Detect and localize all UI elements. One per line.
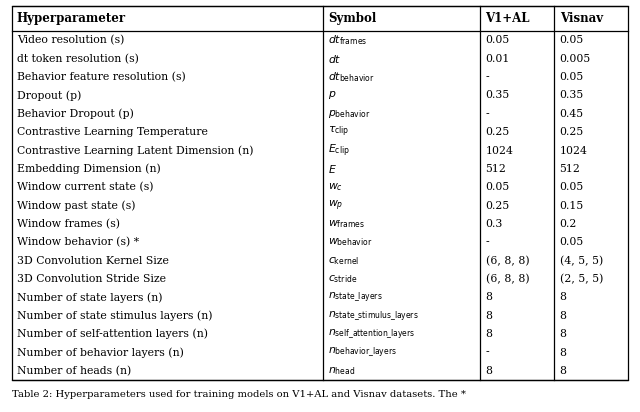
Text: 0.05: 0.05 bbox=[559, 35, 584, 45]
Text: $dt_{\mathrm{behavior}}$: $dt_{\mathrm{behavior}}$ bbox=[328, 70, 375, 84]
Text: 0.15: 0.15 bbox=[559, 201, 584, 211]
Text: $n_{\mathrm{self\_attention\_layers}}$: $n_{\mathrm{self\_attention\_layers}}$ bbox=[328, 328, 415, 341]
Text: 0.45: 0.45 bbox=[559, 109, 584, 119]
Text: 0.005: 0.005 bbox=[559, 54, 591, 64]
Text: Behavior feature resolution (s): Behavior feature resolution (s) bbox=[17, 72, 186, 82]
Text: 0.35: 0.35 bbox=[559, 91, 584, 101]
Text: 0.25: 0.25 bbox=[486, 127, 510, 137]
Text: Window frames (s): Window frames (s) bbox=[17, 219, 120, 229]
Text: Window behavior (s) *: Window behavior (s) * bbox=[17, 237, 139, 248]
Text: Contrastive Learning Temperature: Contrastive Learning Temperature bbox=[17, 127, 207, 137]
Text: 0.05: 0.05 bbox=[486, 182, 510, 192]
Text: 0.05: 0.05 bbox=[486, 35, 510, 45]
Text: Embedding Dimension (n): Embedding Dimension (n) bbox=[17, 164, 161, 174]
Text: Window past state (s): Window past state (s) bbox=[17, 200, 135, 211]
Text: 1024: 1024 bbox=[486, 145, 513, 156]
Text: $w_{\mathrm{behavior}}$: $w_{\mathrm{behavior}}$ bbox=[328, 236, 372, 248]
Text: Number of behavior layers (n): Number of behavior layers (n) bbox=[17, 347, 184, 358]
Text: 3D Convolution Stride Size: 3D Convolution Stride Size bbox=[17, 274, 166, 284]
Text: (2, 5, 5): (2, 5, 5) bbox=[559, 274, 603, 284]
Text: $w_{p}$: $w_{p}$ bbox=[328, 199, 344, 213]
Text: $E$: $E$ bbox=[328, 163, 337, 175]
Text: $p_{\mathrm{behavior}}$: $p_{\mathrm{behavior}}$ bbox=[328, 108, 371, 120]
Text: $n_{\mathrm{behavior\_layers}}$: $n_{\mathrm{behavior\_layers}}$ bbox=[328, 346, 397, 359]
Text: Number of self-attention layers (n): Number of self-attention layers (n) bbox=[17, 329, 207, 339]
Text: Video resolution (s): Video resolution (s) bbox=[17, 35, 124, 46]
Text: $c_{\mathrm{stride}}$: $c_{\mathrm{stride}}$ bbox=[328, 273, 358, 285]
Text: $w_{\mathrm{frames}}$: $w_{\mathrm{frames}}$ bbox=[328, 218, 365, 230]
Text: (4, 5, 5): (4, 5, 5) bbox=[559, 255, 603, 266]
Text: 8: 8 bbox=[559, 366, 566, 376]
Text: $n_{\mathrm{head}}$: $n_{\mathrm{head}}$ bbox=[328, 365, 355, 377]
Text: Behavior Dropout (p): Behavior Dropout (p) bbox=[17, 108, 134, 119]
Text: Table 2: Hyperparameters used for training models on V1+AL and Visnav datasets. : Table 2: Hyperparameters used for traini… bbox=[12, 391, 465, 399]
Text: 0.25: 0.25 bbox=[486, 201, 510, 211]
Text: Number of state layers (n): Number of state layers (n) bbox=[17, 292, 162, 303]
Text: $\tau_{\mathrm{clip}}$: $\tau_{\mathrm{clip}}$ bbox=[328, 125, 349, 139]
Text: $dt$: $dt$ bbox=[328, 53, 342, 65]
Text: 8: 8 bbox=[486, 293, 493, 302]
Text: 0.25: 0.25 bbox=[559, 127, 584, 137]
Text: 8: 8 bbox=[559, 348, 566, 358]
Text: 512: 512 bbox=[559, 164, 580, 174]
Text: 8: 8 bbox=[486, 311, 493, 321]
Text: 8: 8 bbox=[559, 329, 566, 339]
Text: -: - bbox=[486, 348, 489, 358]
Text: 0.05: 0.05 bbox=[559, 182, 584, 192]
Text: 8: 8 bbox=[486, 366, 493, 376]
Text: $E_{\mathrm{clip}}$: $E_{\mathrm{clip}}$ bbox=[328, 143, 350, 159]
Text: Window current state (s): Window current state (s) bbox=[17, 182, 153, 192]
Text: -: - bbox=[486, 237, 489, 247]
Text: $dt_{\mathrm{frames}}$: $dt_{\mathrm{frames}}$ bbox=[328, 33, 367, 47]
Text: Contrastive Learning Latent Dimension (n): Contrastive Learning Latent Dimension (n… bbox=[17, 145, 253, 156]
Text: -: - bbox=[486, 72, 489, 82]
Text: 0.05: 0.05 bbox=[559, 237, 584, 247]
Text: 8: 8 bbox=[559, 293, 566, 302]
Text: Symbol: Symbol bbox=[328, 12, 376, 25]
Text: (6, 8, 8): (6, 8, 8) bbox=[486, 255, 529, 266]
Text: 0.35: 0.35 bbox=[486, 91, 510, 101]
Text: Number of state stimulus layers (n): Number of state stimulus layers (n) bbox=[17, 311, 212, 321]
Text: V1+AL: V1+AL bbox=[486, 12, 530, 25]
Text: Number of heads (n): Number of heads (n) bbox=[17, 366, 131, 376]
Text: 512: 512 bbox=[486, 164, 506, 174]
Text: 0.01: 0.01 bbox=[486, 54, 510, 64]
Text: 0.05: 0.05 bbox=[559, 72, 584, 82]
Text: $c_{\mathrm{kernel}}$: $c_{\mathrm{kernel}}$ bbox=[328, 255, 360, 267]
Text: 3D Convolution Kernel Size: 3D Convolution Kernel Size bbox=[17, 256, 168, 266]
Text: $n_{\mathrm{state\_stimulus\_layers}}$: $n_{\mathrm{state\_stimulus\_layers}}$ bbox=[328, 309, 419, 323]
Text: $w_{c}$: $w_{c}$ bbox=[328, 181, 343, 193]
Text: $n_{\mathrm{state\_layers}}$: $n_{\mathrm{state\_layers}}$ bbox=[328, 290, 383, 304]
Text: 0.3: 0.3 bbox=[486, 219, 503, 229]
Text: 8: 8 bbox=[559, 311, 566, 321]
Text: 8: 8 bbox=[486, 329, 493, 339]
Text: $p$: $p$ bbox=[328, 89, 337, 101]
Text: Visnav: Visnav bbox=[559, 12, 603, 25]
Text: Hyperparameter: Hyperparameter bbox=[17, 12, 126, 25]
Text: 1024: 1024 bbox=[559, 145, 588, 156]
Text: (6, 8, 8): (6, 8, 8) bbox=[486, 274, 529, 284]
Text: -: - bbox=[486, 109, 489, 119]
Text: Dropout (p): Dropout (p) bbox=[17, 90, 81, 101]
Text: dt token resolution (s): dt token resolution (s) bbox=[17, 54, 138, 64]
Text: 0.2: 0.2 bbox=[559, 219, 577, 229]
